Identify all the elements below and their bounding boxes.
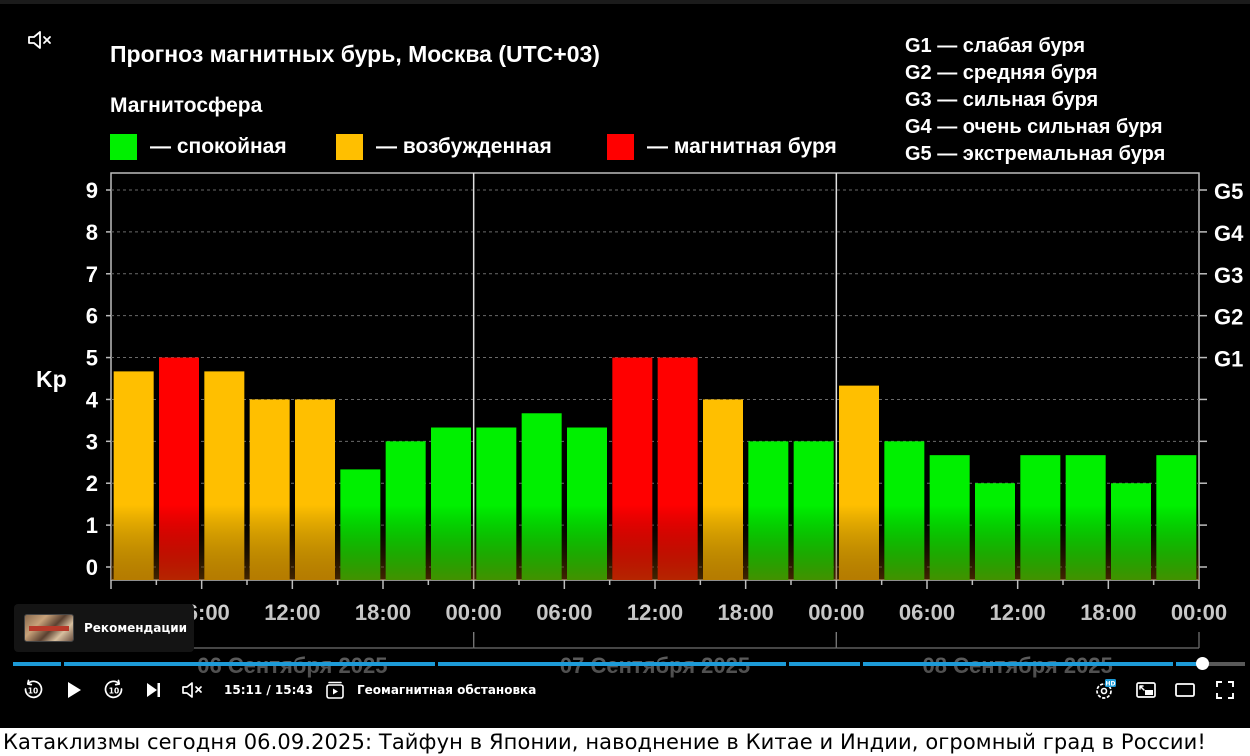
recommendations-card[interactable]: Рекомендации: [14, 604, 194, 652]
legend-swatch: [110, 134, 137, 160]
kp-forecast-chart: Прогноз магнитных бурь, Москва (UTC+03) М…: [0, 35, 1250, 728]
y-axis-label: Kp: [36, 366, 67, 392]
svg-text:HD: HD: [1105, 681, 1115, 688]
g-scale-legend-item: G3 — сильная буря: [905, 89, 1098, 111]
y-tick-label: 2: [86, 471, 98, 496]
chart-bottom-fade: [111, 505, 1199, 580]
g-scale-tick-label: G4: [1214, 221, 1244, 246]
chapters-icon[interactable]: [322, 672, 348, 708]
muted-speaker-icon[interactable]: [26, 28, 56, 52]
legend-swatch: [607, 134, 634, 160]
settings-hd-icon[interactable]: HD: [1092, 672, 1118, 708]
play-icon[interactable]: [62, 672, 86, 708]
chapter-marker: [435, 662, 438, 666]
y-tick-label: 7: [86, 262, 98, 287]
legend-label: — спокойная: [150, 135, 287, 158]
g-scale-legend-item: G1 — слабая буря: [905, 35, 1085, 57]
svg-text:10: 10: [109, 687, 119, 696]
y-tick-label: 4: [86, 387, 99, 412]
next-icon[interactable]: [142, 672, 164, 708]
y-tick-label: 8: [86, 220, 98, 245]
legend-title: Магнитосфера: [110, 94, 263, 117]
g-scale-tick-label: G1: [1214, 347, 1243, 372]
legend-label: — возбужденная: [376, 135, 552, 158]
fullscreen-icon[interactable]: [1212, 672, 1238, 708]
legend-swatch: [336, 134, 363, 160]
progress-scrubber-handle[interactable]: [1195, 657, 1209, 670]
chapter-marker: [1173, 662, 1176, 666]
legend-label: — магнитная буря: [647, 135, 837, 158]
video-player[interactable]: Прогноз магнитных бурь, Москва (UTC+03) М…: [0, 0, 1250, 728]
y-tick-label: 6: [86, 304, 98, 329]
theater-mode-icon[interactable]: [1172, 672, 1198, 708]
y-tick-label: 3: [86, 429, 98, 454]
muted-speaker-icon[interactable]: [178, 672, 208, 708]
recommendation-thumbnail: [24, 614, 74, 642]
svg-text:10: 10: [28, 687, 38, 696]
g-scale-legend-item: G2 — средняя буря: [905, 62, 1098, 84]
video-title: Катаклизмы сегодня 06.09.2025: Тайфун в …: [3, 730, 1206, 754]
g-scale-legend-item: G4 — очень сильная буря: [905, 116, 1163, 138]
player-top-edge: [0, 0, 1250, 4]
video-caption: Катаклизмы сегодня 06.09.2025: Тайфун в …: [0, 728, 1250, 756]
g-scale-tick-label: G5: [1214, 179, 1243, 204]
chapter-marker: [61, 662, 64, 666]
y-tick-label: 9: [86, 178, 98, 203]
timecode-separator: •: [307, 683, 313, 697]
player-controls: 10 10 15:11 / 15:43 •: [0, 672, 1250, 708]
chapter-title[interactable]: Геомагнитная обстановка: [357, 683, 537, 697]
chapter-marker: [786, 662, 789, 666]
g-scale-tick-label: G2: [1214, 305, 1243, 330]
progress-bar[interactable]: [13, 657, 1245, 670]
chapter-marker: [860, 662, 863, 666]
y-tick-label: 0: [86, 555, 98, 580]
recommendations-label: Рекомендации: [84, 621, 188, 635]
y-tick-label: 5: [86, 346, 98, 371]
picture-in-picture-icon[interactable]: [1133, 672, 1159, 708]
progress-bar-fill: [13, 662, 1202, 666]
chart-title: Прогноз магнитных бурь, Москва (UTC+03): [110, 41, 600, 67]
timecode: 15:11 / 15:43: [224, 683, 314, 697]
forward-10-icon[interactable]: 10: [101, 672, 127, 708]
y-tick-label: 1: [86, 513, 98, 538]
g-scale-tick-label: G3: [1214, 263, 1243, 288]
rewind-10-icon[interactable]: 10: [20, 672, 46, 708]
g-scale-legend-item: G5 — экстремальная буря: [905, 143, 1165, 165]
